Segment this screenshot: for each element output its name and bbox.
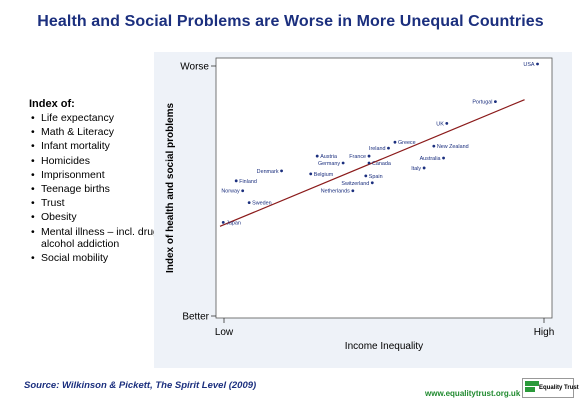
data-point (367, 161, 371, 165)
legend-item: • Social mobility (31, 252, 109, 265)
source-note: Source: Wilkinson & Pickett, The Spirit … (24, 380, 257, 391)
legend-box: Index of: • Life expectancy • Math & Liter… (29, 98, 169, 266)
point-label: Spain (369, 174, 383, 180)
point-label: Italy (411, 166, 421, 172)
equality-trust-logo: Equality Trust (522, 378, 579, 398)
data-point (387, 146, 390, 150)
logo-text: Equality Trust (539, 385, 579, 391)
point-label: France (349, 154, 366, 160)
x-tick-label: High (534, 327, 555, 338)
y-axis-label: Index of health and social problems (165, 103, 176, 273)
data-point (247, 201, 251, 205)
legend-item: • Homicides (31, 154, 91, 167)
data-point (241, 189, 245, 193)
point-label: Canada (372, 161, 391, 167)
data-point (494, 100, 497, 104)
point-label: Netherlands (321, 189, 350, 195)
x-axis-label: Income Inequality (345, 341, 423, 352)
point-label: Norway (221, 189, 240, 195)
point-label: Finland (239, 179, 257, 185)
point-label: Japan (226, 220, 241, 226)
point-label: Greece (398, 140, 416, 146)
data-point (370, 181, 374, 185)
legend-item: • Life expectancy (31, 112, 114, 124)
point-label: Sweden (252, 201, 271, 207)
axis-ticks: Worse Better Low High (180, 62, 554, 339)
point-label: New Zealand (437, 144, 469, 150)
data-point (445, 122, 449, 125)
legend-item: • Mental illness – incl. drug & alcohol a… (31, 225, 169, 251)
data-point (432, 144, 436, 148)
data-point (536, 62, 539, 66)
point-label: Austria (320, 154, 337, 160)
point-label: Australia (420, 156, 441, 162)
data-point (341, 161, 345, 165)
page-title: Health and Social Problems are Worse in … (37, 13, 544, 30)
point-label: Denmark (257, 169, 279, 175)
data-point (367, 154, 371, 158)
legend-list: • Life expectancy • Math & Literacy • Infan… (29, 112, 169, 265)
data-point (422, 166, 426, 170)
data-point (315, 154, 319, 158)
data-point (393, 140, 397, 144)
point-label: Germany (318, 161, 340, 167)
point-label: Belgium (314, 172, 334, 178)
data-point (280, 169, 283, 173)
legend-heading: Index of: (29, 98, 75, 110)
legend-item: • Teenage births (31, 182, 110, 195)
y-tick-label: Better (182, 312, 209, 323)
data-point (309, 172, 313, 176)
point-label: USA (523, 62, 534, 68)
y-tick-label: Worse (180, 62, 209, 73)
legend-item: • Trust (31, 197, 65, 210)
data-points: USA Portugal UK Greece New Zealand Ireland Aus… (221, 62, 539, 226)
legend-item: • Math & Literacy (31, 126, 114, 139)
data-point (364, 174, 368, 178)
legend-item: • Obesity (31, 211, 77, 224)
point-label: UK (436, 121, 444, 127)
trend-line (219, 99, 525, 227)
website-link[interactable]: www.equalitytrust.org.uk (425, 389, 521, 398)
plot-area (215, 57, 553, 319)
point-label: Switzerland (341, 181, 369, 187)
data-point (442, 156, 445, 160)
point-label: Ireland (369, 146, 385, 152)
scatter-chart: Worse Better Low High USA Portugal UK Greece Ne… (165, 57, 554, 352)
data-point (221, 221, 225, 224)
legend-item: • Infant mortality (31, 140, 110, 153)
point-label: Portugal (472, 100, 492, 106)
data-point (234, 179, 238, 183)
x-tick-label: Low (215, 327, 234, 338)
legend-item: • Imprisonment (31, 168, 105, 181)
data-point (351, 189, 355, 193)
